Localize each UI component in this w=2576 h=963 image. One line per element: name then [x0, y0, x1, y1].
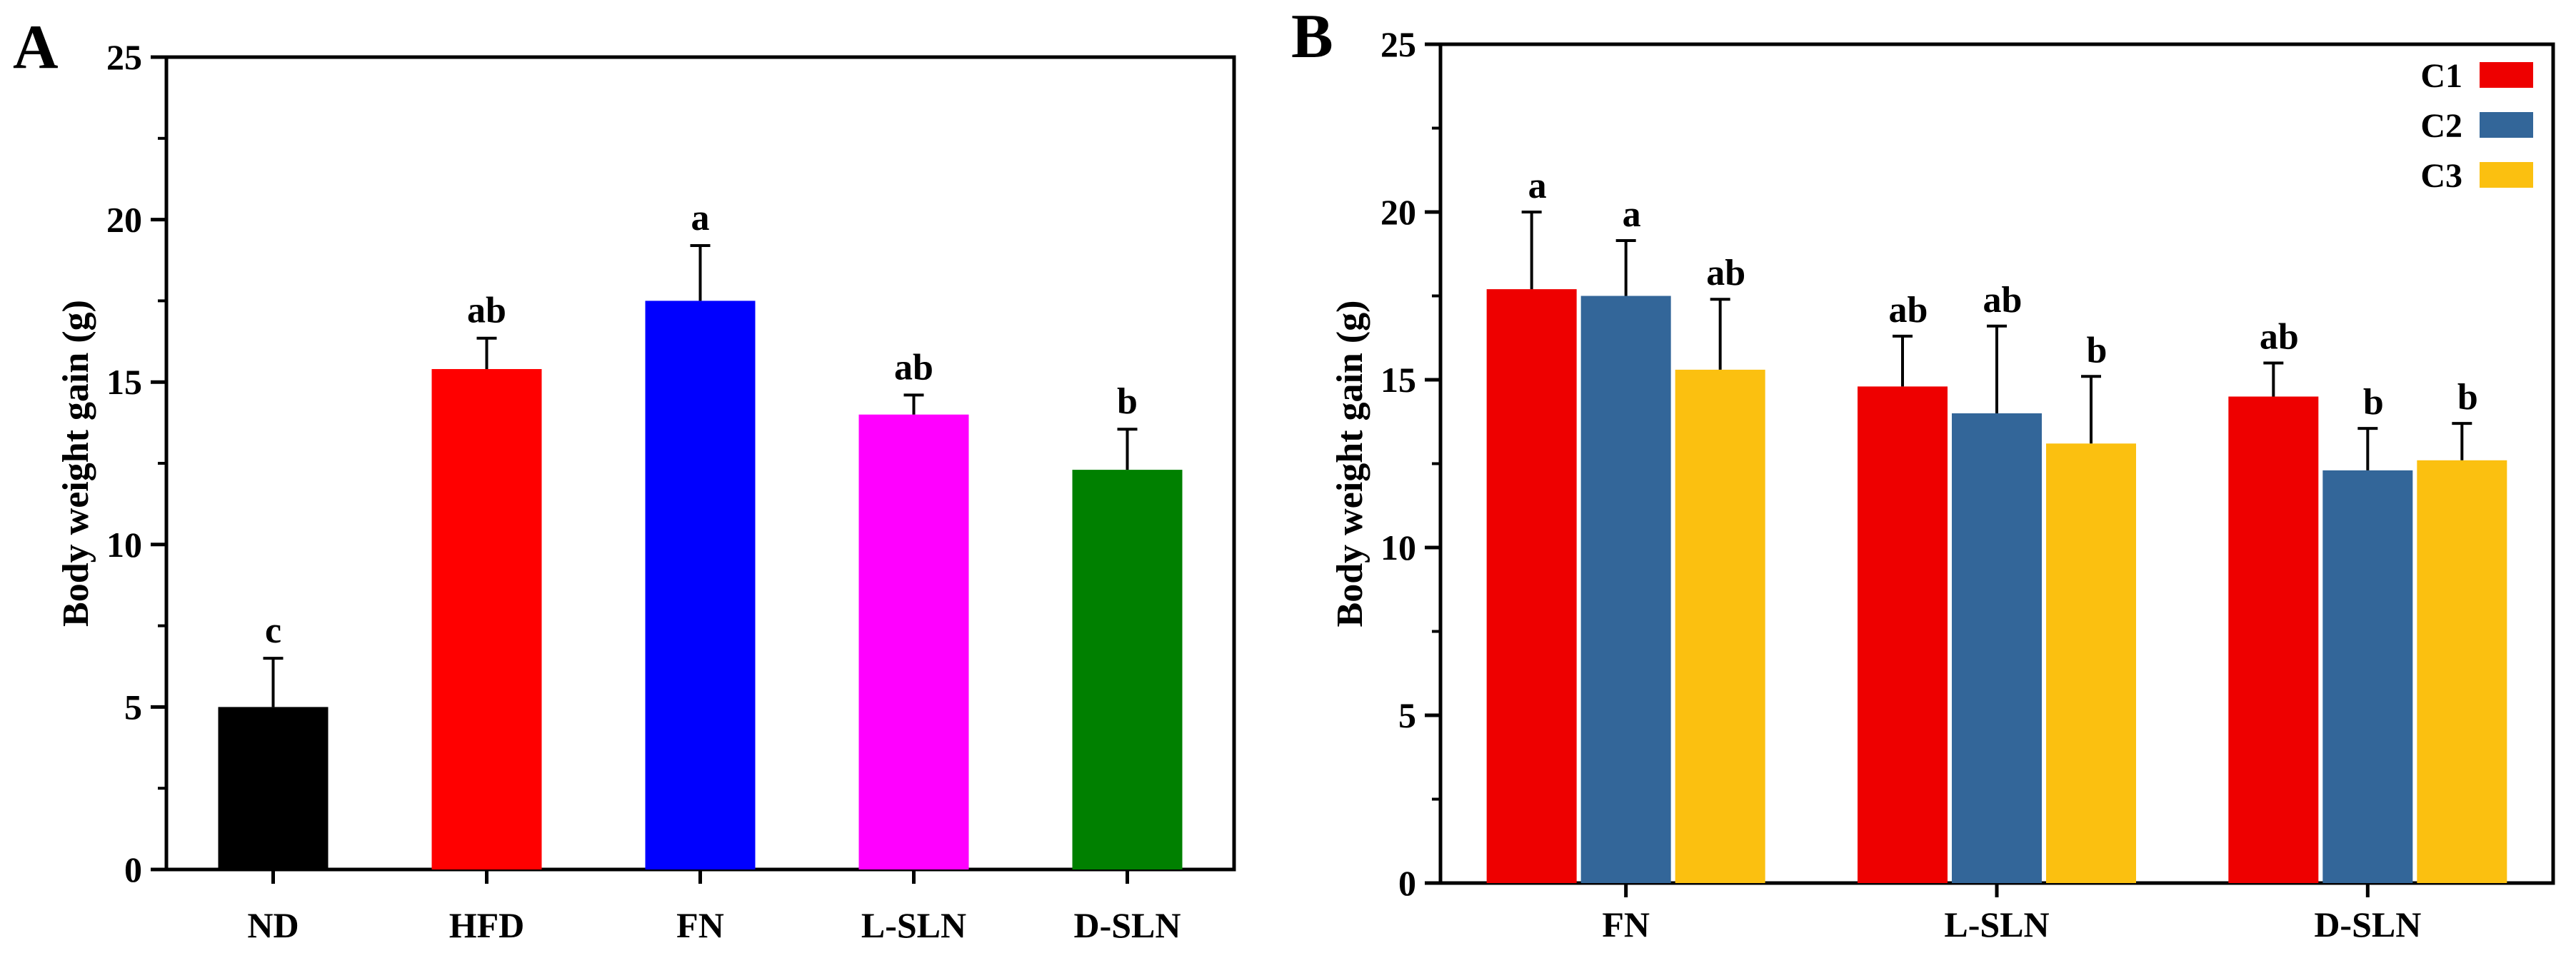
panel-a-significance-label: a	[691, 198, 710, 238]
panel-label-b: B	[1291, 2, 1333, 71]
panel-b-y-tick-label: 15	[1380, 360, 1416, 400]
panel-a-y-tick-label: 0	[124, 849, 142, 889]
panel-b-bar	[2228, 396, 2319, 883]
panel-a-bar	[645, 301, 756, 869]
panel-a-y-tick-label: 20	[106, 200, 142, 240]
panel-b-bar	[2322, 470, 2413, 883]
panel-b-significance-label: ab	[1889, 290, 1928, 331]
panel-label-a: A	[13, 13, 59, 82]
panel-a-y-tick-label: 25	[106, 37, 142, 77]
panel-a-x-tick-label: FN	[676, 905, 724, 945]
panel-a-x-tick-label: HFD	[449, 905, 525, 945]
panel-a-bar	[218, 707, 329, 869]
panel-b-significance-label: b	[2363, 382, 2384, 423]
panel-a-y-tick-label: 10	[106, 525, 142, 565]
panel-a-bar	[1072, 470, 1183, 869]
panel-a-y-axis-title: Body weight gain (g)	[56, 300, 96, 627]
panel-a-y-tick-label: 15	[106, 362, 142, 402]
panel-b-y-tick-label: 25	[1380, 24, 1416, 64]
panel-a-significance-label: c	[265, 610, 281, 651]
panel-b-x-tick-label: L-SLN	[1944, 904, 2049, 944]
panel-b-y-tick-label: 10	[1380, 528, 1416, 568]
panel-b-y-axis-title: Body weight gain (g)	[1330, 301, 1370, 627]
panel-b-y-tick-label: 0	[1398, 863, 1416, 903]
panel-b-x-tick-label: D-SLN	[2314, 904, 2421, 944]
panel-b-bar	[1858, 386, 1948, 883]
panel-b-bar	[2417, 460, 2507, 883]
panel-b-legend-swatch	[2480, 112, 2533, 138]
panel-b-significance-label: ab	[1706, 253, 1745, 293]
panel-b-legend-swatch	[2480, 162, 2533, 188]
panel-a-chart: 0 5 10 15 20 25 Body weight gain (g) c ND ab HFD a F…	[56, 37, 1236, 945]
panel-a-x-tick-label: D-SLN	[1073, 905, 1181, 945]
panel-b-legend-label: C3	[2420, 157, 2462, 195]
panel-b-significance-label: ab	[2260, 317, 2299, 358]
panel-b-significance-label: b	[2457, 377, 2478, 418]
panel-b-legend-label: C1	[2420, 57, 2462, 95]
panel-a-x-tick-label: ND	[247, 905, 299, 945]
panel-b-y-tick-label: 20	[1380, 192, 1416, 232]
panel-b-significance-label: ab	[1983, 280, 2023, 321]
panel-a-bar	[431, 368, 542, 869]
panel-a-y-tick-label: 5	[124, 687, 142, 727]
panel-b-bar	[1675, 369, 1765, 883]
panel-a-significance-label: ab	[894, 347, 933, 388]
panel-b-legend-swatch	[2480, 62, 2533, 88]
panel-a-bar	[858, 414, 969, 869]
panel-b-significance-label: a	[1528, 166, 1547, 206]
panel-b-bar	[2046, 443, 2136, 883]
panel-b-bar	[1952, 413, 2042, 883]
panel-b-significance-label: a	[1623, 194, 1641, 235]
panel-b-bar	[1580, 296, 1671, 883]
panel-b-legend-label: C2	[2420, 107, 2462, 145]
panel-b-x-tick-label: FN	[1602, 904, 1650, 944]
panel-b-chart: 0 5 10 15 20 25 Body weight gain (g) a a ab FN ab ab…	[1330, 24, 2555, 944]
panel-a-significance-label: ab	[467, 291, 506, 331]
panel-b-y-tick-label: 5	[1398, 695, 1416, 735]
panel-a-x-tick-label: L-SLN	[861, 905, 966, 945]
panel-a-significance-label: b	[1117, 381, 1138, 422]
panel-b-bar	[1486, 289, 1577, 884]
panel-b-significance-label: b	[2087, 330, 2108, 370]
